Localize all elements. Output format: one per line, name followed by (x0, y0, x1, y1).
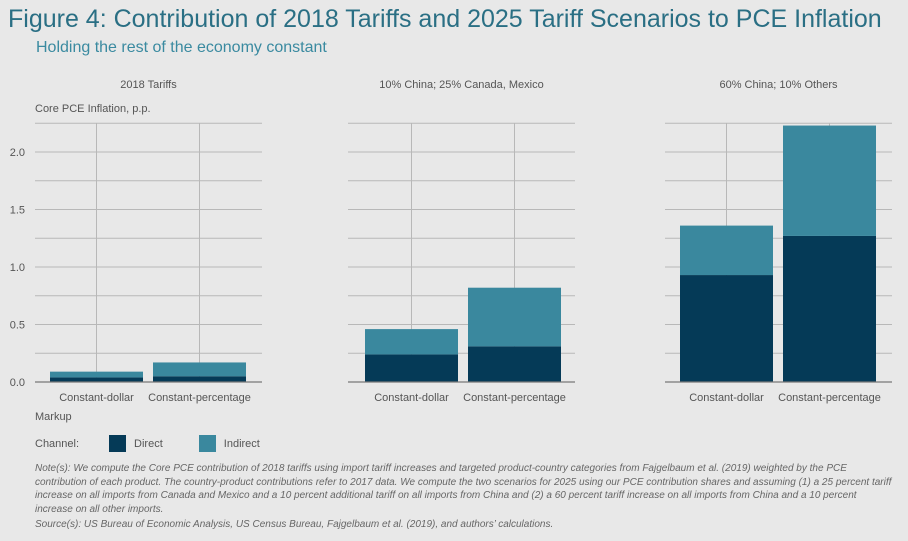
x-tick-label: Constant-dollar (59, 392, 134, 404)
bar-direct (50, 377, 143, 382)
note-text: Note(s): We compute the Core PCE contrib… (35, 463, 892, 515)
legend: Channel: Direct Indirect (35, 435, 260, 452)
legend-label-direct: Direct (134, 437, 163, 450)
panel-title: 60% China; 10% Others (719, 79, 838, 91)
x-tick-label: Constant-percentage (148, 392, 251, 404)
figure-title: Figure 4: Contribution of 2018 Tariffs a… (8, 5, 882, 33)
bar-direct (365, 354, 458, 382)
bar-direct (783, 235, 876, 382)
bar-direct (153, 376, 246, 382)
y-tick-label: 0.0 (10, 377, 25, 389)
source-text: Source(s): US Bureau of Economic Analysi… (35, 519, 554, 530)
bar-indirect (365, 329, 458, 355)
bar-indirect (153, 362, 246, 377)
bar-indirect (50, 371, 143, 378)
y-tick-label: 1.0 (10, 262, 25, 274)
x-tick-label: Constant-percentage (778, 392, 881, 404)
x-tick-label: Constant-dollar (689, 392, 764, 404)
x-tick-label: Constant-percentage (463, 392, 566, 404)
y-tick-label: 1.5 (10, 205, 25, 217)
legend-swatch-indirect (198, 435, 216, 452)
legend-label-indirect: Indirect (223, 437, 260, 450)
legend-title: Channel: (35, 437, 80, 450)
bar-direct (468, 346, 561, 382)
bar-indirect (783, 125, 876, 236)
figure-subtitle: Holding the rest of the economy constant (36, 39, 327, 56)
panel-title: 2018 Tariffs (120, 79, 177, 91)
legend-swatch-direct (109, 435, 127, 452)
notes: Note(s): We compute the Core PCE contrib… (35, 462, 895, 532)
panel-title: 10% China; 25% Canada, Mexico (379, 79, 543, 91)
bar-indirect (680, 225, 773, 276)
bar-indirect (468, 287, 561, 347)
bar-direct (680, 275, 773, 382)
x-axis-label: Markup (35, 411, 72, 423)
x-tick-label: Constant-dollar (374, 392, 449, 404)
y-tick-label: 0.5 (10, 320, 25, 332)
y-tick-label: 2.0 (10, 147, 25, 159)
y-axis-label: Core PCE Inflation, p.p. (35, 103, 151, 115)
